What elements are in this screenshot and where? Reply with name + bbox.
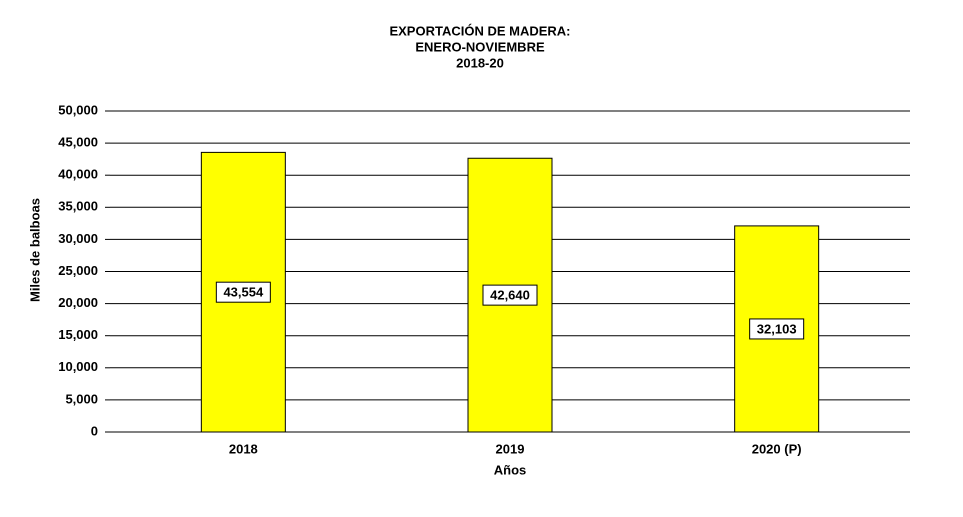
y-tick-label: 10,000 [58,359,98,374]
value-label-box [749,318,805,340]
value-label: 43,554 [223,285,264,300]
y-tick-label: 30,000 [58,231,98,246]
y-tick-label: 25,000 [58,263,98,278]
x-tick-label: 2018 [229,441,258,456]
y-axis-label: Miles de balboas [27,198,42,302]
chart-title: EXPORTACIÓN DE MADERA: [389,23,570,38]
x-tick-label: 2019 [496,441,525,456]
y-tick-label: 45,000 [58,135,98,150]
y-tick-label: 35,000 [58,199,98,214]
y-tick-label: 15,000 [58,327,98,342]
x-tick-label: 2020 (P) [752,441,802,456]
value-label: 32,103 [757,321,797,336]
y-tick-label: 0 [91,423,98,438]
value-label: 42,640 [490,288,530,303]
value-label-box [482,284,538,306]
y-tick-label: 40,000 [58,167,98,182]
y-tick-label: 20,000 [58,295,98,310]
value-label-box [215,281,271,303]
chart-title: 2018-20 [456,55,504,70]
chart-title: ENERO-NOVIEMBRE [415,39,545,54]
y-tick-label: 5,000 [65,391,98,406]
y-tick-label: 50,000 [58,102,98,117]
x-axis-label: Años [494,462,527,477]
